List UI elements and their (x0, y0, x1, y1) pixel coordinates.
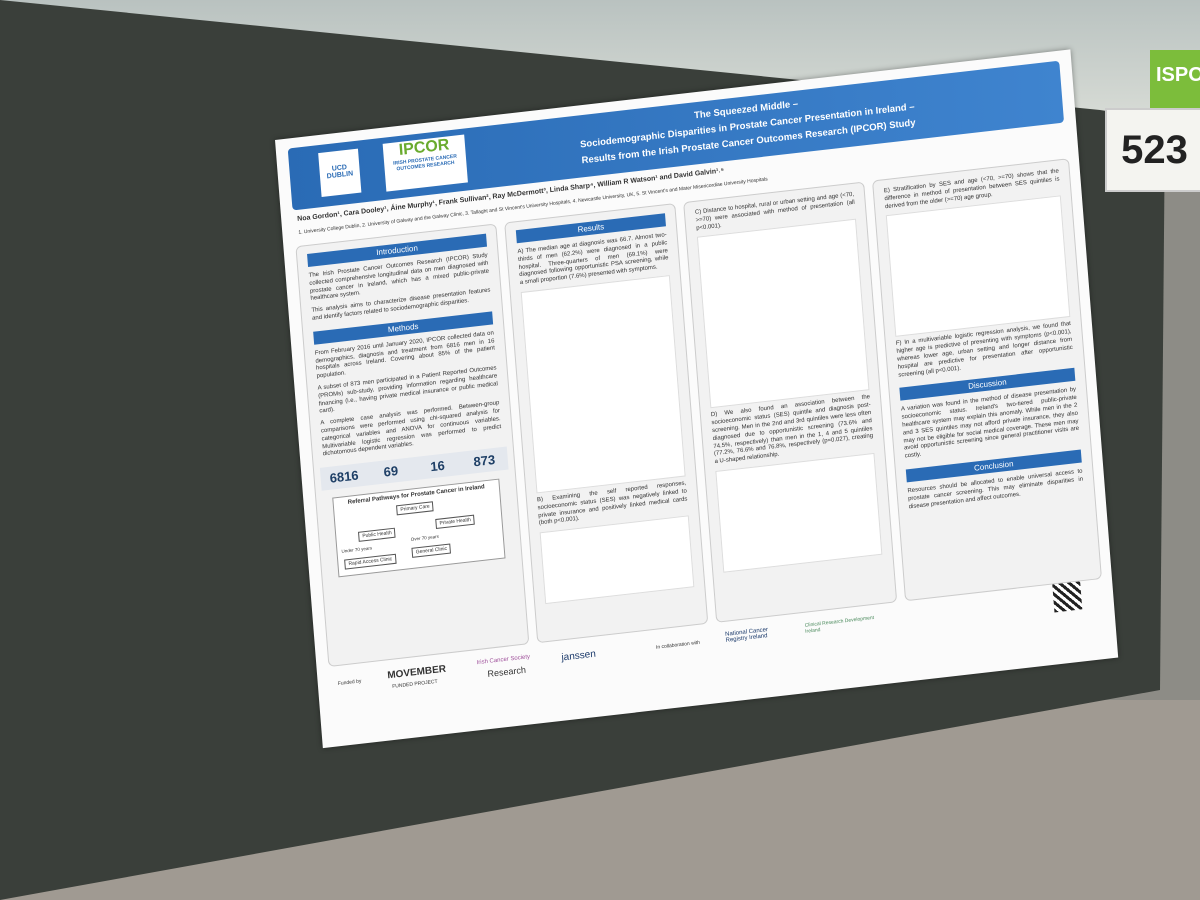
table-image (520, 275, 686, 494)
node: Public Health (358, 527, 397, 542)
node: Private Health (435, 514, 476, 530)
qr-code (1052, 581, 1083, 613)
node: General Clinic (411, 543, 452, 559)
chart-image (539, 515, 695, 605)
edge-label: Under 70 years (341, 545, 373, 554)
funder: MOVEMBER (386, 663, 447, 682)
poster: UCD DUBLIN IPCOR IRISH PROSTATE CANCER O… (275, 49, 1119, 749)
funder: Research (487, 664, 527, 680)
column: Results A) The median age at diagnosis w… (504, 203, 709, 644)
chart-image (715, 452, 883, 573)
booth-number: 523 (1105, 108, 1200, 192)
column: E) Stratification by SES and age (<70, >… (872, 158, 1102, 602)
chart-image (885, 195, 1071, 338)
label: In collaboration with (655, 639, 701, 651)
label: Funded by (337, 678, 362, 688)
column: Introduction The Irish Prostate Cancer O… (295, 223, 530, 668)
logo: IPCOR IRISH PROSTATE CANCER OUTCOMES RES… (382, 134, 468, 192)
partner: National Cancer Registry Ireland (724, 627, 769, 644)
funder: FUNDED PROJECT (392, 678, 438, 690)
stat: 6816 (329, 467, 360, 486)
chart-image (696, 219, 870, 409)
funder: janssen (561, 648, 597, 664)
partner: Clinical Research Development Ireland (804, 614, 875, 635)
node: Rapid Access Clinic (344, 553, 397, 570)
logo: UCD DUBLIN (318, 148, 362, 198)
stat: 69 (383, 463, 399, 480)
stat: 873 (472, 452, 496, 470)
stat: 16 (429, 457, 446, 475)
edge-label: Over 70 years (410, 533, 440, 543)
node: Primary Care (396, 501, 435, 516)
paragraph: A variation was found in the method of d… (900, 387, 1080, 460)
referral-diagram: Referral Pathways for Prostate Cancer in… (332, 478, 506, 578)
column: C) Distance to hospital, rural or urban … (683, 181, 898, 623)
